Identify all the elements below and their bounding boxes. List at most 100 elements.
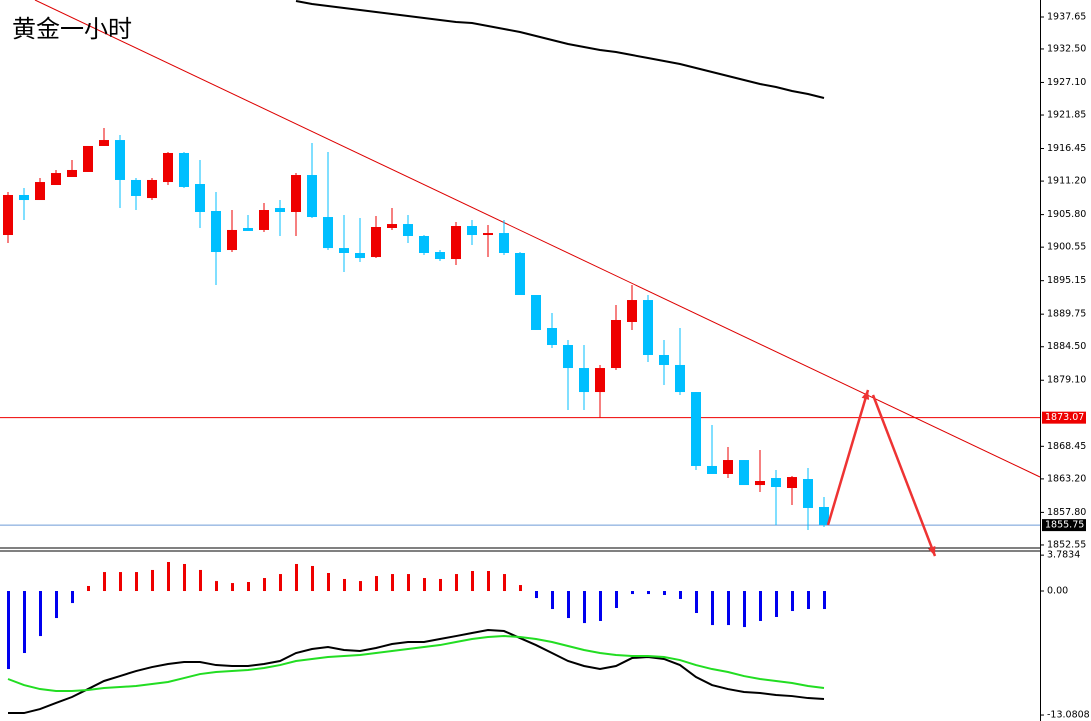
histogram-bar	[295, 563, 298, 592]
histogram-bar	[615, 591, 618, 608]
histogram-bar	[391, 574, 394, 592]
candle-body	[403, 224, 413, 237]
candle-body	[659, 354, 669, 365]
histogram-bar	[23, 591, 26, 654]
histogram-bar	[247, 582, 250, 592]
y-tick-label: 1921.85	[1047, 110, 1086, 121]
price-level-box	[1042, 519, 1086, 532]
histogram-bar	[487, 571, 490, 592]
histogram-bar	[711, 591, 714, 626]
histogram-bar	[679, 591, 682, 599]
indicator-line	[7, 635, 825, 693]
candle-body	[579, 368, 589, 393]
candle-body	[67, 169, 77, 178]
histogram-bar	[695, 591, 698, 614]
histogram-bar	[151, 569, 154, 592]
y-tick-label: 1889.75	[1047, 309, 1086, 320]
candle-body	[291, 175, 301, 212]
y-tick-label: 1884.50	[1047, 341, 1086, 352]
histogram-bar	[231, 583, 234, 592]
candle-body	[307, 175, 317, 218]
y-tick-label: 1895.15	[1047, 275, 1086, 286]
arrow-head	[861, 390, 870, 400]
chart-title: 黄金一小时	[12, 15, 132, 43]
candle-body	[611, 320, 621, 369]
candle-body	[147, 179, 157, 199]
candle-body	[435, 252, 445, 260]
histogram-bar	[279, 574, 282, 592]
histogram-bar	[727, 591, 730, 626]
y-tick-label: 3.7834	[1047, 550, 1080, 561]
histogram-bar	[807, 591, 810, 610]
histogram-bar	[119, 572, 122, 592]
indicator-line	[8, 628, 825, 715]
histogram-bar	[631, 591, 634, 595]
y-tick-label: 1879.10	[1047, 375, 1086, 386]
candle-body	[675, 364, 685, 393]
histogram-bar	[215, 581, 218, 592]
candle-body	[339, 248, 349, 253]
histogram-bar	[551, 591, 554, 610]
candle-body	[179, 152, 189, 187]
histogram-bar	[599, 591, 602, 621]
histogram-bar	[359, 581, 362, 592]
y-tick-label: 1900.55	[1047, 242, 1086, 253]
histogram-bar	[7, 591, 10, 670]
price-level-label: 1873.07	[1045, 412, 1084, 423]
histogram-bar	[503, 574, 506, 592]
price-level-label: 1855.75	[1045, 520, 1084, 531]
candle-body	[787, 477, 797, 489]
candle-body	[227, 229, 237, 251]
histogram-bar	[55, 591, 58, 619]
candle-body	[643, 300, 653, 355]
histogram-bar	[647, 591, 650, 595]
histogram-bar	[407, 574, 410, 592]
histogram-bar	[87, 585, 90, 592]
candle-body	[483, 233, 493, 236]
candle-body	[595, 368, 605, 393]
trend-line	[34, 0, 1041, 478]
histogram-bar	[535, 591, 538, 599]
candle-body	[3, 194, 13, 236]
histogram-bar	[759, 591, 762, 621]
histogram-bar	[199, 569, 202, 592]
y-tick-label: 1911.20	[1047, 176, 1086, 187]
candle-body	[243, 227, 253, 231]
histogram-bar	[583, 591, 586, 624]
candle-body	[819, 506, 829, 525]
candle-body	[515, 252, 525, 296]
forecast-arrow	[826, 389, 870, 526]
candle-body	[547, 328, 557, 346]
histogram-bar	[343, 578, 346, 592]
histogram-bar	[823, 591, 826, 610]
histogram-bar	[71, 591, 74, 604]
histogram-bar	[327, 572, 330, 592]
candle-body	[371, 227, 381, 258]
candle-body	[531, 295, 541, 330]
candle-body	[195, 184, 205, 212]
histogram-bar	[167, 561, 170, 592]
y-tick-label: -13.0808	[1047, 710, 1090, 721]
candle-body	[163, 152, 173, 183]
histogram-bar	[439, 578, 442, 592]
histogram-bar	[663, 591, 666, 595]
candle-body	[323, 217, 333, 249]
histogram-bar	[519, 585, 522, 592]
candle-body	[35, 182, 45, 201]
candle-body	[627, 300, 637, 322]
y-tick-label: 1916.45	[1047, 143, 1086, 154]
candle-body	[355, 252, 365, 259]
candle-body	[451, 226, 461, 260]
candle-body	[563, 345, 573, 369]
y-tick-label: 1905.80	[1047, 209, 1086, 220]
candle-body	[723, 460, 733, 474]
candle-body	[51, 173, 61, 186]
candle-body	[259, 210, 269, 230]
candle-body	[771, 478, 781, 488]
y-tick-label: 1863.20	[1047, 473, 1086, 484]
histogram-bar	[775, 591, 778, 617]
candle-body	[499, 233, 509, 253]
y-tick-label: 1937.65	[1047, 11, 1086, 22]
candle-body	[275, 208, 285, 212]
